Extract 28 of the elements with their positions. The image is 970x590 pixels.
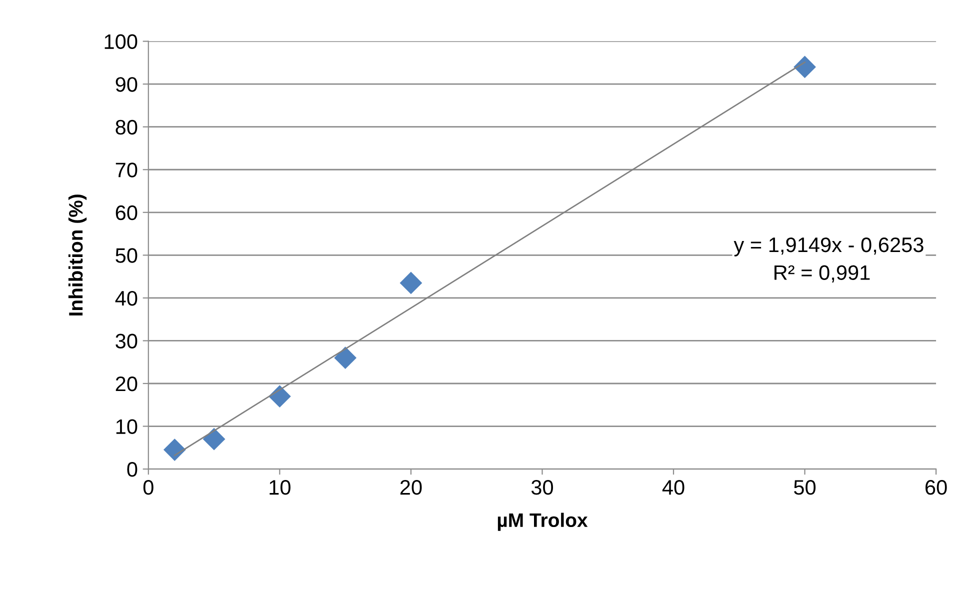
point [794, 56, 816, 78]
y-tick-label: 40 [115, 290, 138, 306]
x-tick-label: 20 [400, 480, 422, 495]
x-tick-label: 50 [794, 480, 816, 495]
point [202, 428, 226, 450]
y-tick-label: 100 [104, 34, 138, 50]
point [334, 346, 357, 370]
y-tick-label: 50 [116, 248, 138, 263]
x-tick-label: 40 [662, 480, 684, 495]
x-tick-label: 60 [926, 480, 947, 495]
x-tick-label: 10 [270, 480, 290, 495]
y-tick-label: 70 [116, 162, 138, 178]
y-tick-label: 10 [116, 419, 138, 434]
x-axis-title: µM Trolox [498, 512, 588, 531]
point [400, 272, 422, 294]
y-tick-label: 60 [116, 205, 138, 220]
y-tick-label: 20 [116, 376, 138, 392]
point [268, 385, 291, 408]
x-tick-label: 0 [143, 480, 154, 495]
annotation: R² = 0,991 [774, 265, 870, 282]
annotation: y = 1,9149x - 0,6253 [734, 237, 924, 256]
y-tick-label: 90 [116, 77, 138, 92]
y-tick-label: 0 [127, 462, 138, 477]
x-tick-label: 30 [531, 480, 554, 495]
y-axis-title: Inhibition (%) [68, 194, 87, 316]
y-tick-label: 80 [116, 120, 138, 135]
point [163, 438, 186, 461]
y-tick-label: 30 [116, 334, 138, 348]
